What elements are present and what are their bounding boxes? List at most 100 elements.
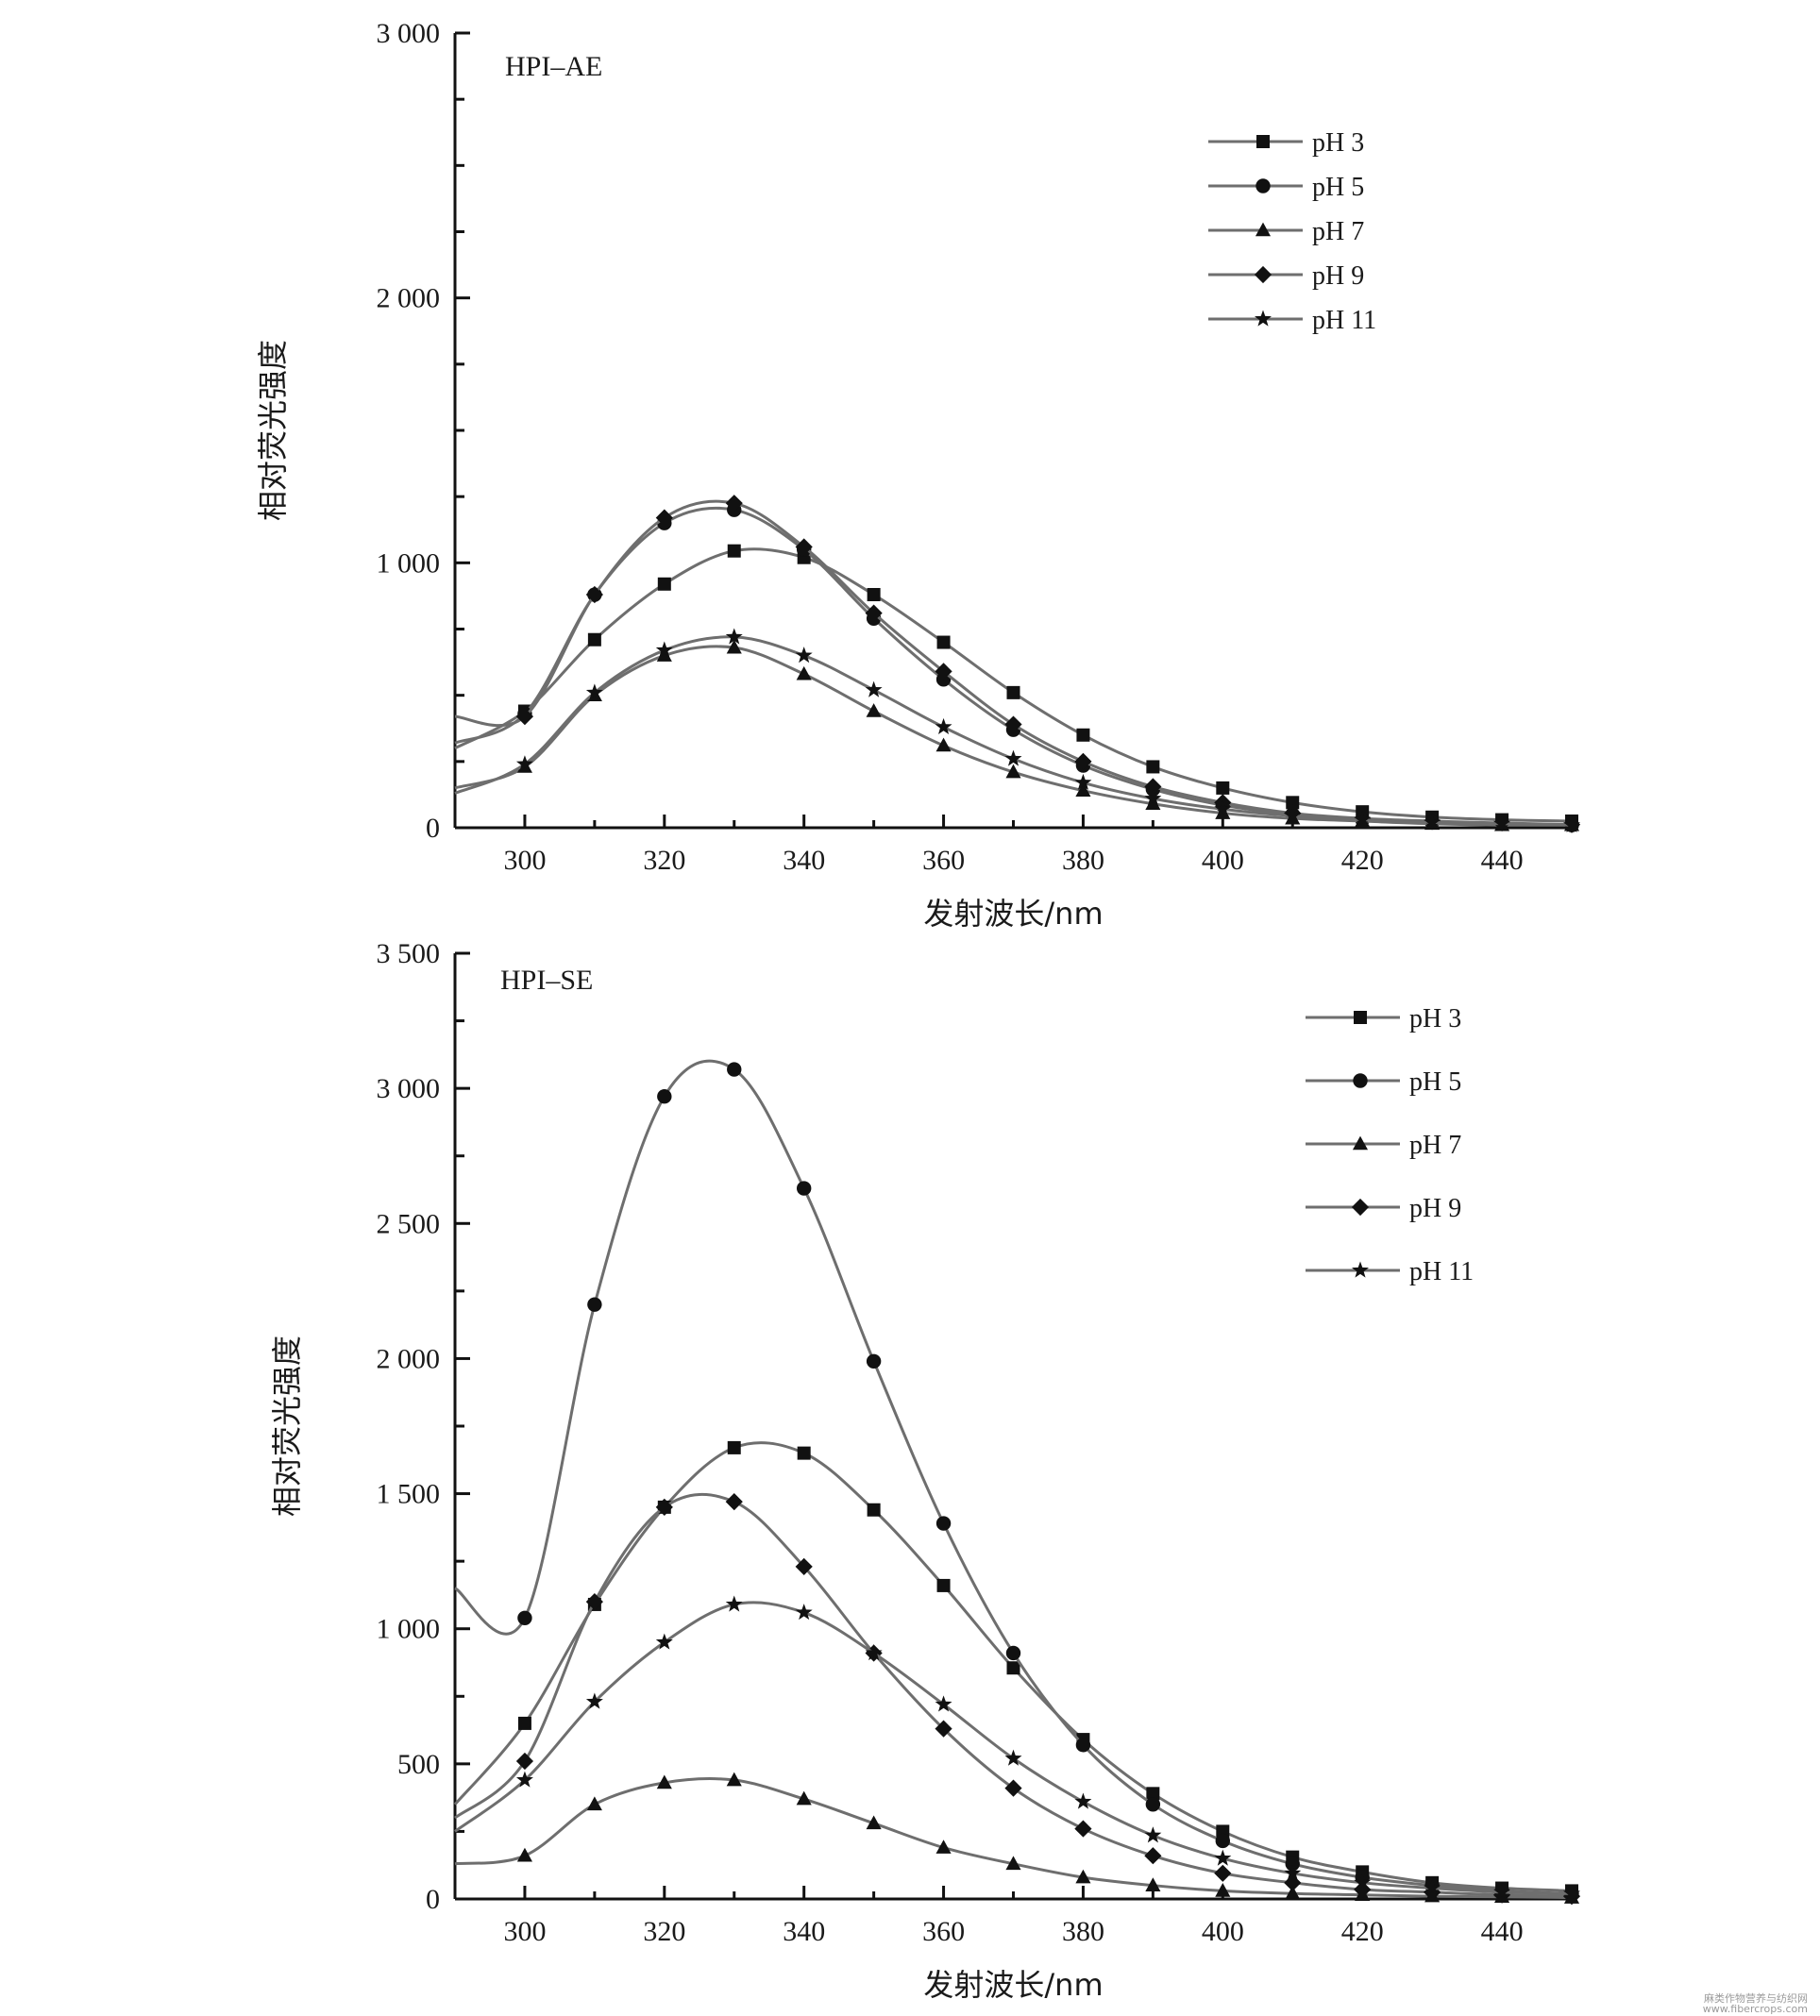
data-point-circle (727, 1062, 742, 1077)
legend-entry: pH 7 (1208, 217, 1364, 246)
data-point-star (1424, 813, 1441, 831)
legend-marker-circle (1353, 1073, 1368, 1088)
x-tick-label: 320 (643, 845, 685, 876)
watermark-line-1: 麻类作物营养与纺织网 (1704, 1991, 1808, 2005)
x-tick-label: 400 (1202, 845, 1244, 876)
data-point-square (1216, 781, 1230, 795)
x-tick-label: 380 (1062, 1916, 1104, 1947)
data-point-star (585, 683, 603, 700)
data-point-star (725, 1595, 743, 1612)
y-tick-label: 500 (397, 1749, 440, 1780)
data-point-triangle (726, 639, 742, 654)
data-point-star (1354, 1873, 1372, 1890)
data-point-diamond (1144, 778, 1162, 796)
data-point-square (727, 544, 741, 558)
data-point-square (867, 1503, 881, 1517)
legend-label: pH 5 (1409, 1067, 1461, 1097)
data-point-triangle (1075, 1869, 1091, 1884)
legend-entry: pH 9 (1208, 261, 1364, 291)
data-point-star (1563, 815, 1580, 832)
data-point-square (936, 635, 951, 649)
data-point-star (1074, 1792, 1092, 1809)
y-axis-title: 相对荧光强度 (269, 1336, 305, 1517)
series-ph-7 (454, 1772, 1580, 1904)
chart-panel-hpi-se: 0 500 1 000 1 500 2 000 2 500 3 000 3 500 300 320… (269, 938, 1581, 2003)
data-point-diamond (1004, 715, 1022, 733)
x-tick-label: 340 (783, 1916, 825, 1947)
data-point-circle (1005, 1645, 1021, 1661)
data-point-triangle (1005, 764, 1021, 779)
data-point-star (865, 1644, 883, 1661)
data-point-star (1493, 815, 1511, 832)
y-tick-label: 3 000 (377, 18, 441, 49)
data-point-star (655, 1633, 673, 1650)
data-point-circle (517, 1610, 532, 1625)
data-point-triangle (586, 1796, 602, 1811)
data-point-triangle (1005, 1856, 1021, 1871)
x-tick-label: 440 (1481, 1916, 1524, 1947)
y-tick-label: 3 500 (377, 938, 441, 969)
data-point-star (795, 1604, 813, 1621)
y-tick-label: 2 500 (377, 1208, 441, 1239)
data-point-square (797, 1446, 811, 1460)
x-tick-label: 440 (1481, 845, 1524, 876)
x-tick-label: 400 (1202, 1916, 1244, 1947)
data-point-diamond (585, 585, 603, 604)
data-point-triangle (796, 665, 812, 680)
data-point-star (1214, 799, 1232, 816)
data-point-triangle (1285, 1885, 1301, 1900)
y-tick-label: 1 000 (377, 547, 441, 579)
series-ph-9 (454, 495, 1581, 833)
data-point-star (1493, 1883, 1511, 1900)
data-point-diamond (515, 1752, 534, 1771)
y-tick-label: 3 000 (377, 1073, 441, 1104)
data-point-star (655, 641, 673, 658)
series-ph-11 (454, 628, 1580, 832)
data-point-diamond (1074, 752, 1092, 770)
data-point-square (936, 1578, 951, 1592)
series-ph-3 (453, 1440, 1578, 1898)
series-ph-11 (454, 1595, 1580, 1901)
data-point-star (865, 680, 883, 697)
data-point-square (1286, 796, 1300, 810)
data-point-star (1354, 811, 1372, 828)
data-point-square (1146, 1787, 1160, 1801)
legend-label: pH 9 (1409, 1194, 1461, 1223)
series-line (454, 547, 1573, 823)
data-point-square (1006, 1661, 1020, 1675)
x-tick-label: 380 (1062, 845, 1104, 876)
legend-entry: pH 5 (1208, 173, 1364, 202)
legend-label: pH 11 (1312, 306, 1376, 335)
legend-label: pH 7 (1409, 1131, 1461, 1160)
data-point-star (1284, 1864, 1302, 1881)
data-point-triangle (866, 703, 882, 717)
data-point-star (1424, 1879, 1441, 1896)
data-point-diamond (1074, 1820, 1092, 1838)
data-point-triangle (1215, 1883, 1231, 1897)
data-point-square (587, 632, 601, 647)
legend-entry: pH 3 (1208, 128, 1364, 158)
data-point-star (1144, 789, 1162, 806)
series-ph-5 (454, 502, 1579, 832)
data-point-diamond (935, 663, 952, 680)
data-point-circle (866, 1353, 882, 1369)
data-point-diamond (1144, 1847, 1162, 1865)
data-point-square (657, 577, 671, 591)
y-axis-title: 相对荧光强度 (255, 340, 291, 521)
x-tick-label: 300 (503, 1916, 546, 1947)
data-point-square (727, 1440, 741, 1454)
data-point-diamond (725, 1493, 743, 1511)
data-point-star (515, 755, 533, 772)
legend-marker-square (1256, 135, 1270, 148)
data-point-diamond (585, 1592, 603, 1611)
data-point-circle (657, 1089, 672, 1104)
legend-marker-diamond (1351, 1198, 1370, 1217)
data-point-circle (587, 1297, 602, 1312)
legend-marker-square (1354, 1011, 1367, 1024)
legend-entry: pH 7 (1306, 1131, 1461, 1160)
x-tick-label: 360 (922, 845, 965, 876)
x-tick-label: 420 (1341, 845, 1384, 876)
x-tick-label: 320 (643, 1916, 685, 1947)
data-point-star (725, 628, 743, 645)
x-tick-label: 340 (783, 845, 825, 876)
